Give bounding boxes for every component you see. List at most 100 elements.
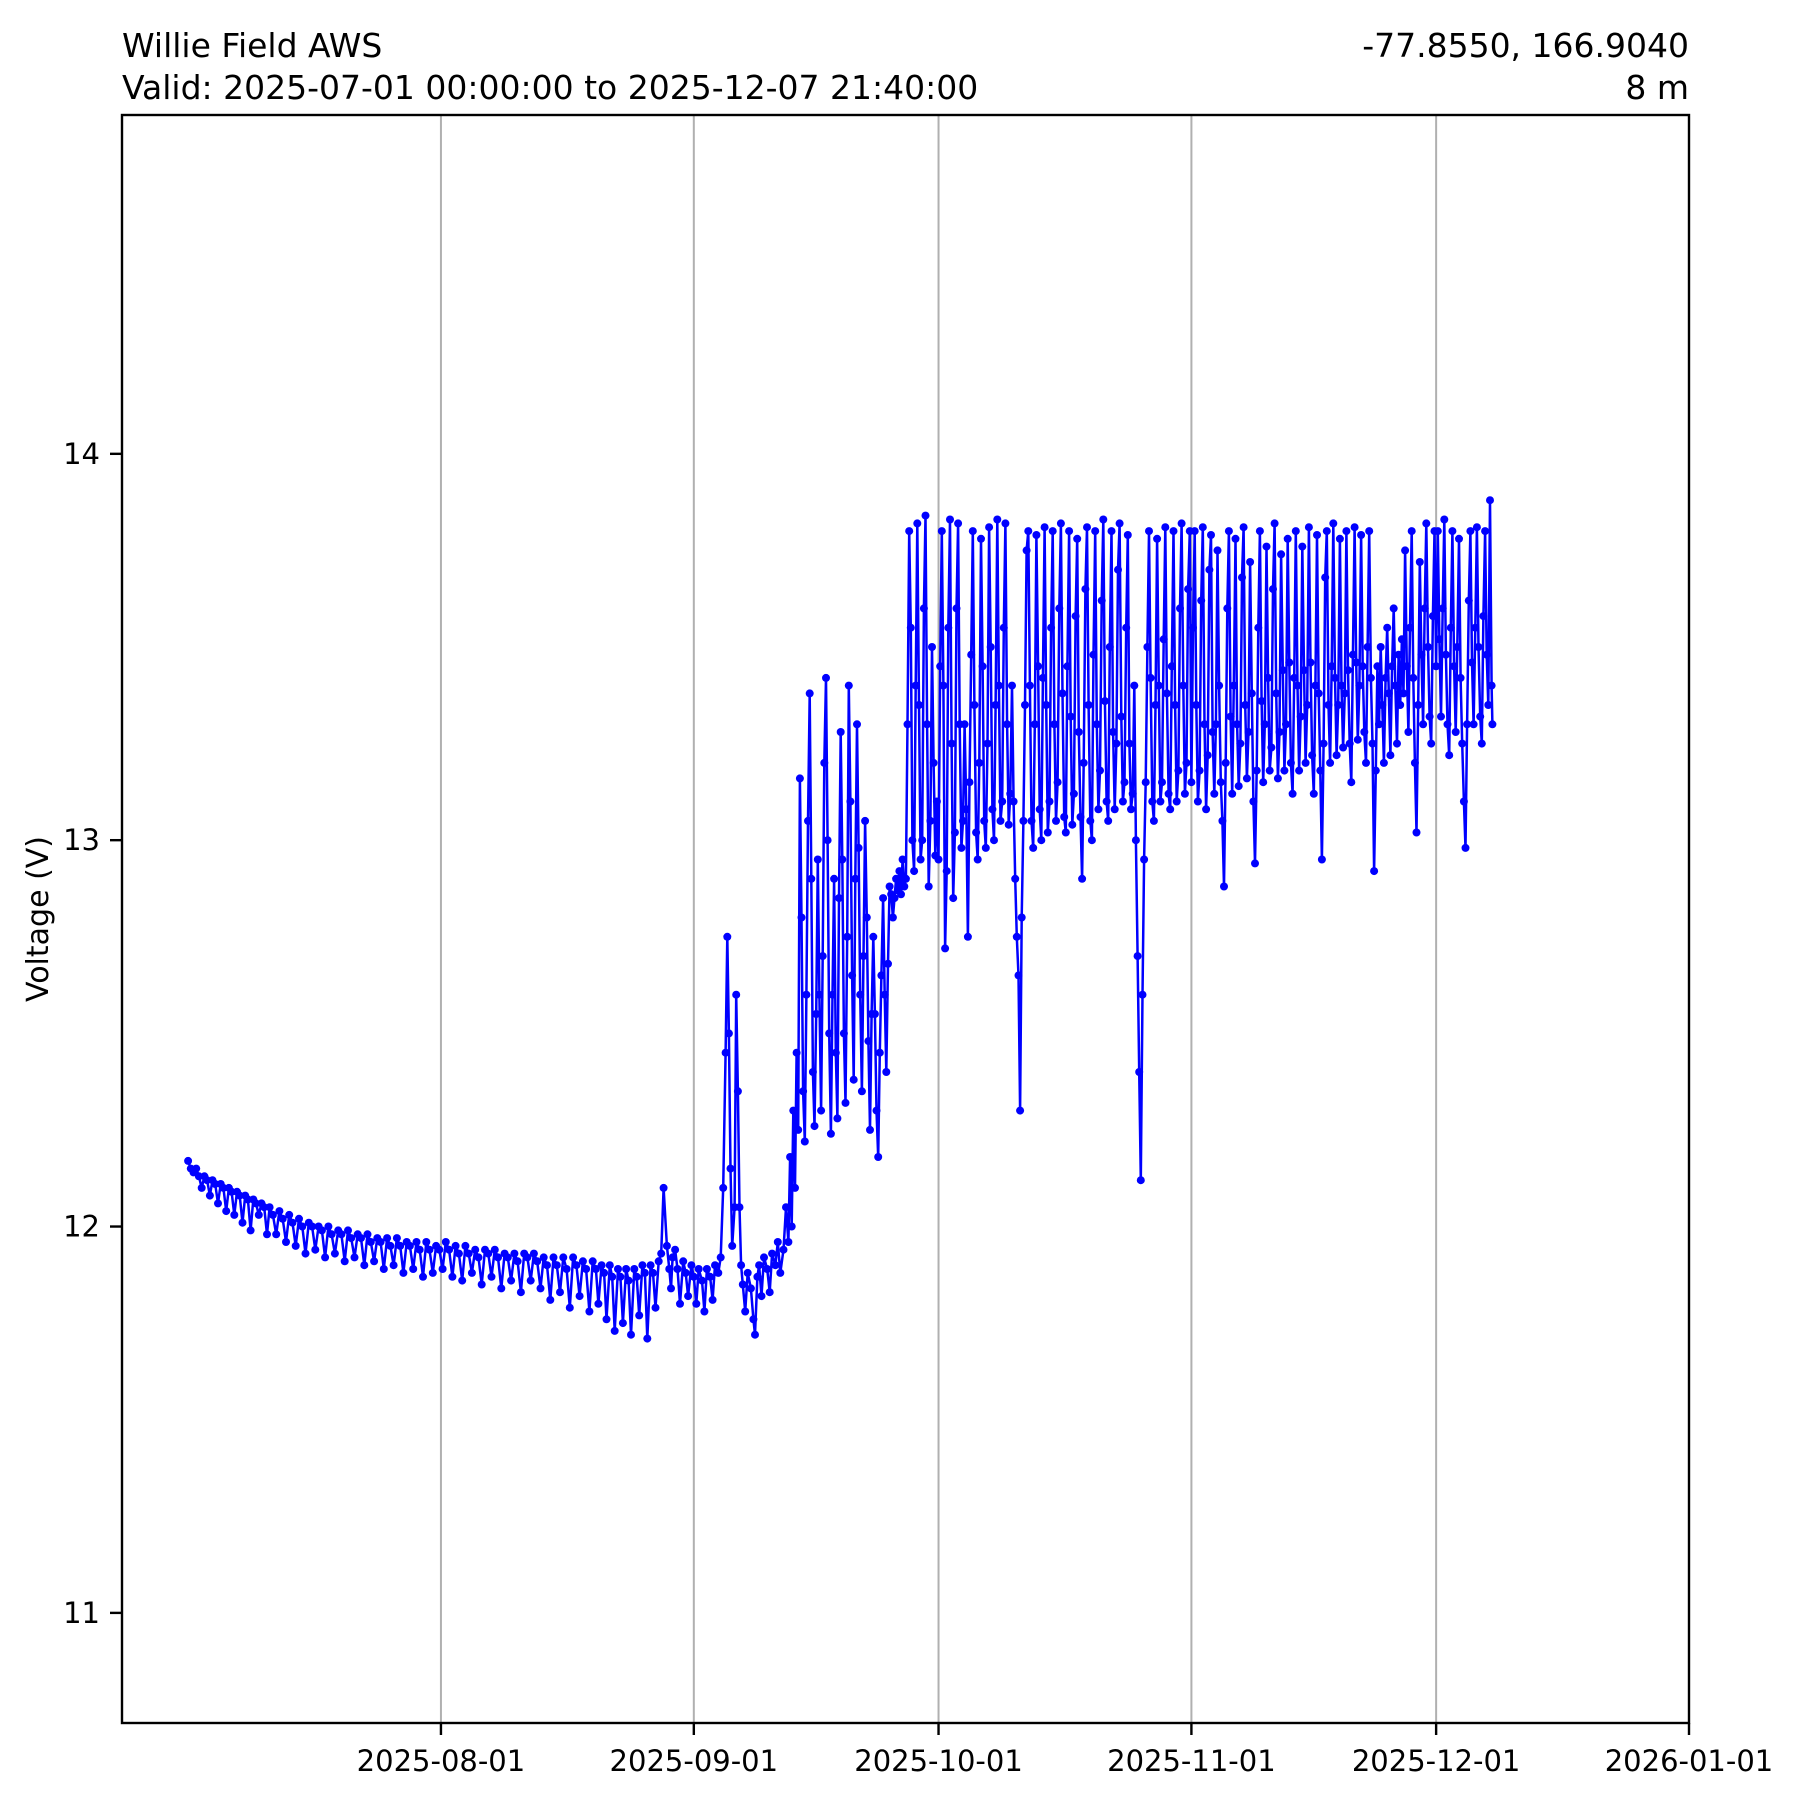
data-point: [949, 894, 958, 903]
data-point: [1083, 523, 1091, 532]
data-point: [350, 1253, 359, 1262]
data-point: [908, 836, 917, 845]
data-point: [412, 1238, 421, 1246]
data-point: [981, 843, 990, 852]
data-point: [454, 1249, 463, 1258]
data-point: [861, 816, 870, 825]
data-point: [490, 1245, 499, 1254]
data-point: [1158, 778, 1166, 787]
data-point: [1241, 701, 1250, 709]
data-point: [451, 1241, 460, 1250]
data-point: [1069, 789, 1078, 798]
data-point: [1179, 681, 1188, 690]
data-point: [630, 1265, 639, 1273]
data-point: [1358, 662, 1367, 671]
data-point: [755, 1261, 764, 1270]
data-point: [317, 1226, 326, 1235]
data-point: [301, 1249, 310, 1258]
data-point: [1247, 689, 1256, 698]
data-point: [441, 1238, 450, 1246]
data-point: [812, 1010, 821, 1018]
data-point: [1366, 673, 1375, 682]
data-point: [1438, 604, 1447, 613]
data-point: [671, 1245, 680, 1254]
data-point: [386, 1241, 395, 1250]
data-point: [1012, 932, 1021, 941]
data-point: [1306, 658, 1315, 667]
data-point: [1203, 751, 1212, 760]
data-point: [461, 1241, 470, 1250]
data-point: [1425, 712, 1434, 721]
data-point: [851, 874, 860, 883]
data-point: [946, 515, 954, 524]
data-point: [1466, 527, 1475, 536]
data-point: [724, 1029, 733, 1038]
data-point: [1363, 643, 1372, 651]
data-point: [1146, 673, 1155, 682]
data-point: [1427, 739, 1436, 748]
data-point: [1087, 836, 1096, 845]
data-point: [1048, 527, 1057, 536]
data-point: [810, 1122, 819, 1131]
data-point: [862, 913, 871, 922]
data-point: [1174, 766, 1183, 775]
data-point: [985, 523, 994, 532]
data-point: [839, 1029, 848, 1038]
data-point: [594, 1299, 603, 1308]
data-point: [694, 1265, 703, 1273]
data-point: [828, 990, 837, 999]
data-point: [1004, 820, 1013, 829]
data-point: [978, 662, 987, 671]
data-point: [998, 797, 1007, 806]
data-point: [278, 1214, 287, 1223]
data-point: [884, 959, 892, 968]
data-point: [1419, 720, 1428, 729]
data-point: [1151, 701, 1160, 709]
data-point: [622, 1265, 631, 1273]
data-point: [1187, 778, 1196, 787]
data-point: [888, 913, 897, 922]
data-point: [646, 1261, 655, 1270]
data-point: [1246, 558, 1255, 566]
data-point: [967, 650, 976, 659]
data-point: [823, 836, 832, 845]
data-point: [588, 1257, 597, 1266]
voltage-data-line: [186, 498, 1494, 1340]
data-point: [1339, 743, 1348, 752]
data-point: [983, 739, 992, 748]
data-point: [918, 836, 927, 845]
data-point: [667, 1284, 675, 1293]
data-point: [859, 952, 868, 961]
data-point: [585, 1307, 594, 1316]
data-point: [1218, 816, 1227, 825]
data-point: [1309, 789, 1318, 798]
data-point: [836, 728, 845, 736]
data-point: [578, 1257, 587, 1266]
data-point: [1114, 565, 1122, 574]
axes-spines: [120, 113, 1691, 1725]
data-point: [990, 836, 998, 845]
data-point: [950, 828, 959, 837]
data-point: [298, 1222, 307, 1231]
data-point: [975, 758, 984, 767]
data-point: [1029, 843, 1038, 852]
data-point: [582, 1265, 591, 1273]
data-point: [513, 1257, 522, 1266]
data-point: [1120, 778, 1129, 787]
data-point: [687, 1261, 696, 1270]
data-point: [1409, 673, 1418, 682]
data-point: [751, 1330, 759, 1339]
data-point: [1231, 534, 1240, 543]
data-point: [838, 855, 847, 864]
x-tick-label: 2025-08-01: [357, 1744, 526, 1778]
data-point: [285, 1210, 294, 1219]
data-point: [1167, 662, 1176, 671]
data-point: [1282, 720, 1290, 729]
data-point: [1131, 836, 1140, 845]
data-point: [757, 1292, 766, 1301]
data-point: [1488, 720, 1497, 729]
data-point: [600, 1268, 609, 1277]
data-point: [1484, 701, 1493, 709]
data-point: [211, 1180, 220, 1188]
